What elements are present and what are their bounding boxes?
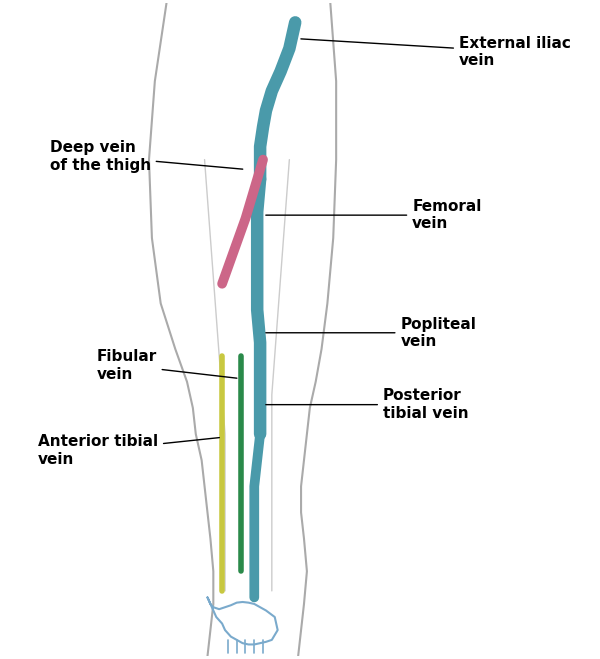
Text: Posterior
tibial vein: Posterior tibial vein [266, 388, 469, 421]
Text: Popliteal
vein: Popliteal vein [266, 316, 476, 349]
Text: External iliac
vein: External iliac vein [301, 36, 571, 68]
Text: Deep vein
of the thigh: Deep vein of the thigh [50, 140, 243, 173]
Text: Femoral
vein: Femoral vein [266, 199, 482, 231]
Text: Fibular
vein: Fibular vein [97, 349, 237, 382]
Text: Anterior tibial
vein: Anterior tibial vein [38, 434, 220, 467]
